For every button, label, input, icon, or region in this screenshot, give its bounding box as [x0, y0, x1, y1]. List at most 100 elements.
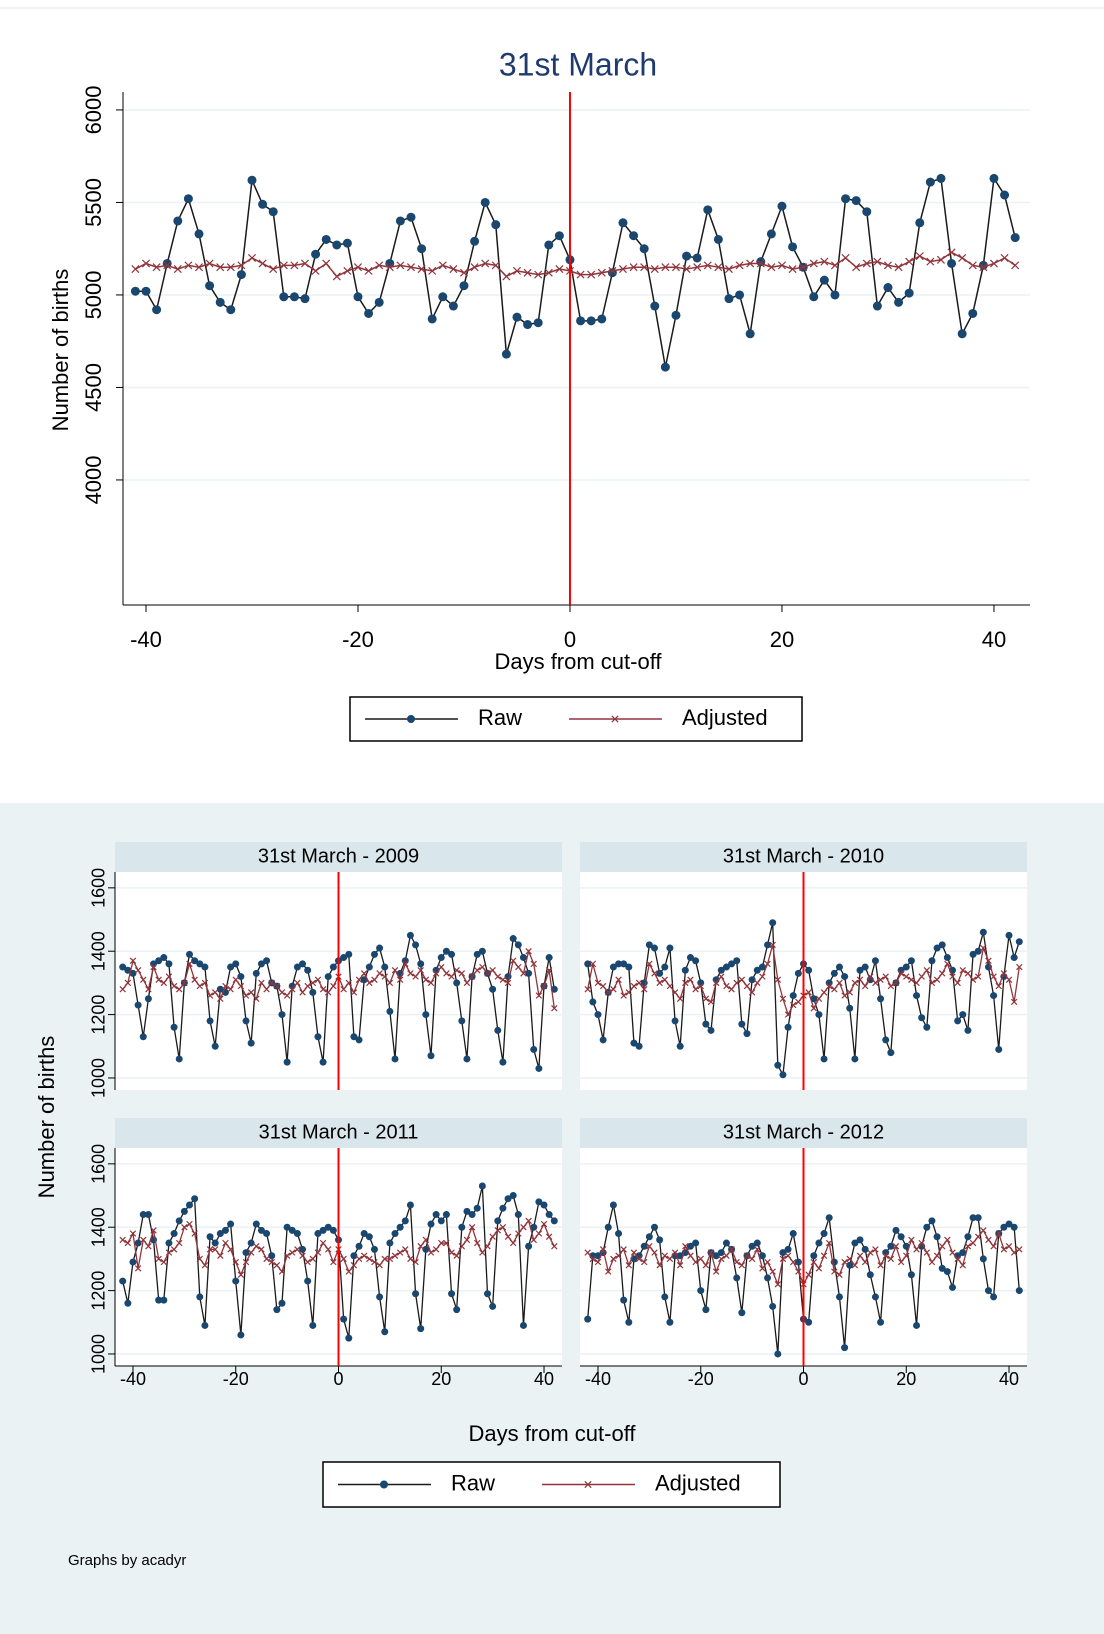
- data-point: [738, 976, 746, 983]
- data-point: [682, 1243, 689, 1250]
- data-point: [237, 1331, 245, 1339]
- data-point: [938, 1264, 946, 1272]
- data-point: [201, 963, 209, 971]
- data-point: [319, 1058, 327, 1066]
- data-point: [702, 1020, 710, 1028]
- data-point: [871, 957, 879, 965]
- data-point: [470, 236, 480, 246]
- data-point: [810, 1258, 818, 1266]
- data-point: [702, 1262, 710, 1269]
- data-point: [686, 1242, 694, 1250]
- data-point: [278, 1299, 286, 1307]
- data-point: [764, 941, 772, 949]
- data-point: [779, 1071, 787, 1079]
- data-point: [322, 259, 331, 268]
- data-point: [427, 1052, 435, 1060]
- data-point: [651, 1249, 658, 1256]
- data-point: [903, 1252, 910, 1259]
- data-point: [599, 1036, 607, 1044]
- data-point: [754, 1246, 761, 1253]
- data-point: [867, 973, 874, 980]
- data-point: [551, 1243, 558, 1250]
- data-point: [269, 265, 278, 274]
- data-point: [687, 976, 694, 983]
- data-point: [509, 1239, 517, 1247]
- data-point: [381, 1328, 389, 1336]
- data-point: [615, 960, 623, 968]
- data-point: [820, 1230, 828, 1238]
- data-point: [134, 1239, 142, 1247]
- data-point: [1010, 1223, 1018, 1231]
- x-tick-label: 20: [770, 627, 794, 652]
- data-point: [226, 305, 236, 315]
- data-point: [650, 265, 659, 274]
- data-point: [589, 1255, 597, 1263]
- data-point: [134, 1001, 142, 1009]
- data-point: [656, 1262, 663, 1269]
- data-point: [175, 1055, 183, 1063]
- data-point: [767, 263, 776, 272]
- data-point: [877, 1318, 885, 1326]
- data-point: [892, 1226, 900, 1234]
- data-point: [437, 1217, 445, 1225]
- data-point: [515, 963, 522, 971]
- data-point: [196, 1293, 204, 1301]
- data-point: [150, 1227, 157, 1234]
- data-point: [923, 1023, 931, 1031]
- data-point: [417, 265, 426, 274]
- data-point: [913, 1246, 920, 1253]
- data-point: [841, 973, 849, 981]
- data-point: [746, 259, 755, 268]
- data-point: [283, 1252, 291, 1259]
- data-point: [453, 979, 461, 987]
- data-point: [386, 979, 394, 987]
- data-point: [892, 1243, 900, 1250]
- data-point: [545, 954, 553, 962]
- data-point: [789, 1001, 797, 1009]
- data-point: [820, 989, 828, 996]
- data-point: [702, 1306, 710, 1314]
- data-point: [841, 194, 851, 204]
- data-point: [370, 950, 378, 958]
- data-point: [343, 266, 352, 275]
- data-point: [692, 253, 702, 263]
- data-point: [502, 272, 511, 281]
- data-point: [242, 992, 250, 999]
- data-point: [586, 316, 596, 326]
- data-point: [175, 986, 183, 993]
- legend-label: Raw: [451, 1470, 495, 1495]
- data-point: [268, 1258, 275, 1266]
- data-point: [676, 1042, 684, 1050]
- data-point: [777, 261, 786, 270]
- data-point: [646, 1243, 653, 1250]
- data-point: [758, 1252, 766, 1260]
- data-point: [851, 196, 861, 206]
- data-point: [907, 957, 915, 965]
- x-tick-label: -20: [223, 1369, 249, 1389]
- y-tick-label: 1000: [89, 1058, 109, 1098]
- data-point: [186, 1220, 193, 1228]
- data-point: [173, 216, 183, 226]
- data-point: [753, 966, 761, 974]
- data-point: [417, 967, 424, 974]
- data-point: [841, 992, 848, 999]
- data-point: [872, 301, 882, 311]
- data-point: [692, 1258, 699, 1266]
- data-point: [1016, 1246, 1023, 1253]
- data-point: [329, 1226, 337, 1234]
- data-point: [283, 992, 291, 999]
- data-point: [442, 947, 450, 955]
- data-point: [535, 1198, 543, 1206]
- data-point: [990, 973, 997, 980]
- data-point: [278, 989, 286, 996]
- data-point: [170, 982, 178, 990]
- y-tick-label: 1200: [89, 995, 109, 1035]
- data-point: [964, 1233, 972, 1241]
- data-point: [754, 979, 761, 987]
- data-point: [227, 1220, 235, 1228]
- data-point: [129, 969, 137, 977]
- data-point: [371, 1258, 378, 1266]
- data-point: [438, 292, 448, 302]
- data-point: [861, 1245, 869, 1253]
- data-point: [618, 218, 628, 228]
